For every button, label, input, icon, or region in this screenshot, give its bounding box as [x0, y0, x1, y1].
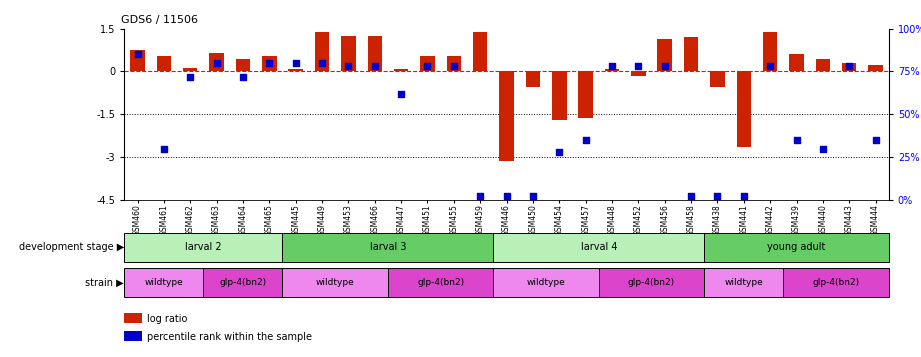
Bar	[209, 53, 224, 71]
Bar	[789, 54, 804, 71]
Bar	[526, 71, 540, 87]
Point	[552, 149, 566, 155]
Bar	[499, 71, 514, 161]
Text: larval 3: larval 3	[369, 242, 406, 252]
Text: glp-4(bn2): glp-4(bn2)	[417, 278, 464, 287]
Point	[288, 60, 303, 66]
Point	[631, 64, 646, 69]
Bar	[683, 36, 698, 71]
Point	[526, 193, 541, 199]
Text: larval 2: larval 2	[185, 242, 222, 252]
Point	[394, 91, 409, 96]
Bar	[394, 69, 408, 71]
Text: development stage ▶: development stage ▶	[18, 242, 123, 252]
Bar	[204, 268, 283, 297]
Point	[341, 64, 356, 69]
Point	[447, 64, 461, 69]
Point	[262, 60, 276, 66]
Bar	[552, 71, 566, 120]
Bar	[869, 65, 883, 71]
Bar	[705, 233, 889, 262]
Bar	[288, 69, 303, 71]
Bar	[420, 56, 435, 71]
Bar	[658, 39, 672, 71]
Bar	[578, 71, 593, 118]
Bar	[124, 331, 142, 341]
Point	[157, 146, 171, 151]
Text: glp-4(bn2): glp-4(bn2)	[219, 278, 266, 287]
Bar	[737, 71, 751, 147]
Point	[658, 64, 672, 69]
Bar	[124, 233, 283, 262]
Bar	[494, 268, 599, 297]
Bar	[124, 313, 142, 323]
Point	[315, 60, 330, 66]
Text: wildtype: wildtype	[316, 278, 355, 287]
Point	[842, 64, 857, 69]
Bar	[784, 268, 889, 297]
Point	[604, 64, 619, 69]
Point	[683, 193, 698, 199]
Text: larval 4: larval 4	[580, 242, 617, 252]
Bar	[705, 268, 784, 297]
Bar	[124, 268, 204, 297]
Text: glp-4(bn2): glp-4(bn2)	[812, 278, 859, 287]
Text: log ratio: log ratio	[147, 314, 188, 324]
Bar	[283, 268, 388, 297]
Bar	[388, 268, 494, 297]
Bar	[631, 71, 646, 76]
Point	[763, 64, 777, 69]
Point	[472, 193, 487, 199]
Point	[183, 74, 198, 79]
Point	[420, 64, 435, 69]
Text: glp-4(bn2): glp-4(bn2)	[628, 278, 675, 287]
Text: young adult: young adult	[767, 242, 826, 252]
Text: strain ▶: strain ▶	[85, 278, 123, 288]
Bar	[842, 64, 857, 71]
Bar	[236, 59, 251, 71]
Point	[789, 137, 804, 143]
Bar	[473, 32, 487, 71]
Bar	[816, 59, 830, 71]
Bar	[183, 68, 197, 71]
Bar	[763, 32, 777, 71]
Point	[737, 193, 752, 199]
Point	[578, 137, 593, 143]
Bar	[157, 56, 171, 71]
Bar	[494, 233, 705, 262]
Bar	[262, 56, 276, 71]
Point	[815, 146, 830, 151]
Bar	[315, 32, 330, 71]
Text: percentile rank within the sample: percentile rank within the sample	[147, 332, 312, 342]
Bar	[130, 50, 145, 71]
Bar	[710, 71, 725, 87]
Bar	[447, 56, 461, 71]
Bar	[283, 233, 494, 262]
Point	[499, 193, 514, 199]
Point	[236, 74, 251, 79]
Bar	[605, 69, 619, 71]
Point	[130, 51, 145, 57]
Text: wildtype: wildtype	[527, 278, 565, 287]
Point	[869, 137, 883, 143]
Bar	[599, 268, 705, 297]
Point	[710, 193, 725, 199]
Text: wildtype: wildtype	[725, 278, 764, 287]
Bar	[367, 36, 382, 71]
Text: GDS6 / 11506: GDS6 / 11506	[121, 15, 197, 25]
Point	[367, 64, 382, 69]
Point	[209, 60, 224, 66]
Bar	[341, 36, 356, 71]
Text: wildtype: wildtype	[145, 278, 183, 287]
